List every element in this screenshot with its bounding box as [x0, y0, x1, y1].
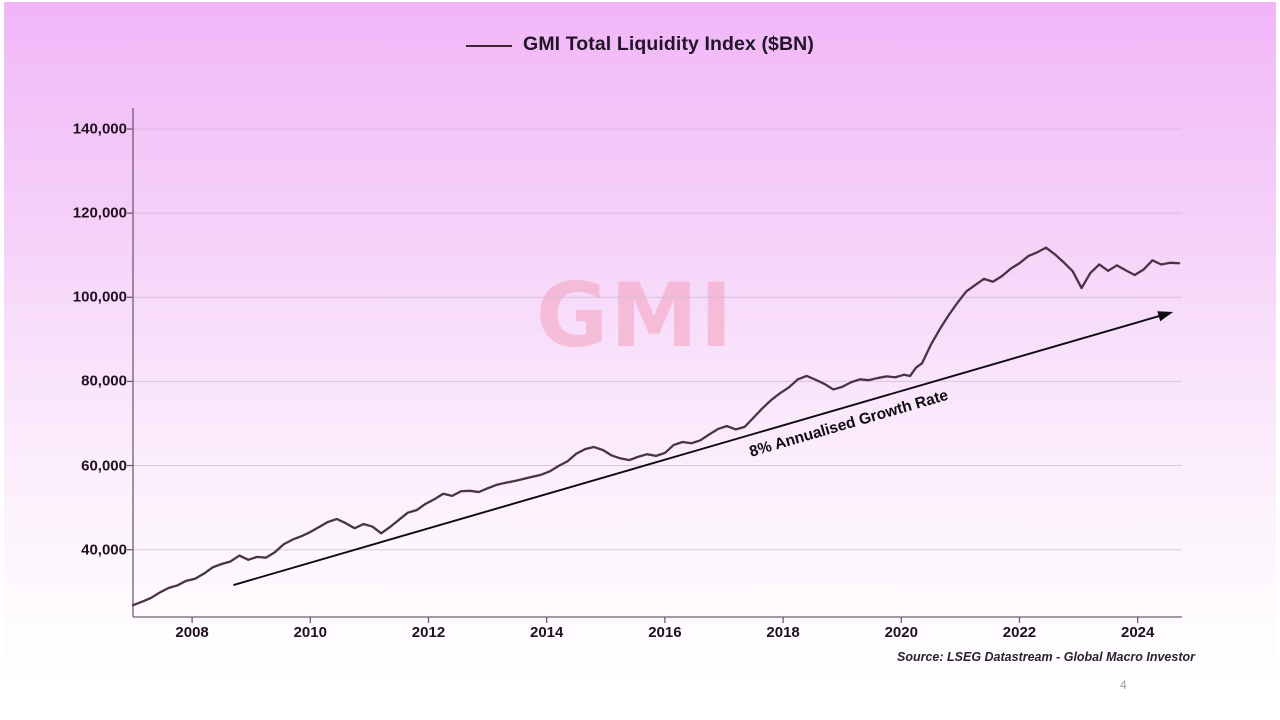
series-line	[131, 246, 1181, 607]
x-axis-tick-label: 2008	[175, 624, 209, 641]
x-axis-tick-label: 2012	[411, 624, 446, 641]
y-axis-tick-label: 100,000	[72, 288, 127, 306]
trend-arrow-line	[233, 314, 1163, 586]
x-axis-tick-label: 2014	[530, 624, 564, 641]
x-axis-tick-label: 2018	[766, 624, 800, 641]
y-axis-tick-label: 80,000	[81, 372, 127, 390]
gmi-watermark: GMI	[536, 264, 735, 367]
source-attribution: Source: LSEG Datastream - Global Macro I…	[897, 650, 1195, 664]
page-number: 4	[1120, 678, 1127, 692]
x-axis-tick-label: 2024	[1120, 624, 1155, 641]
trend-arrow	[233, 311, 1174, 586]
legend-label: GMI Total Liquidity Index ($BN)	[523, 33, 814, 55]
legend-line-swatch	[466, 44, 513, 47]
y-axis-tick-label: 60,000	[81, 457, 127, 475]
trend-arrow-head	[1157, 311, 1174, 322]
x-axis-tick-label: 2022	[1002, 624, 1037, 641]
y-axis-tick-label: 40,000	[81, 541, 127, 559]
gridlines	[133, 128, 1182, 551]
x-axis-tick-label: 2020	[884, 624, 918, 641]
x-axis-tick-label: 2016	[648, 624, 682, 641]
y-axis-tick-label: 140,000	[72, 120, 127, 138]
axis-ticks	[127, 128, 1139, 623]
y-axis-tick-label: 120,000	[72, 204, 127, 222]
x-axis-labels: 2008 2010 2012 2014 2016 2018 2020 2022 2024	[0, 624, 1280, 648]
x-axis-tick-label: 2010	[293, 624, 327, 641]
slide-footer-strip	[0, 678, 1280, 720]
axis-lines	[132, 108, 1182, 618]
y-axis-labels: 40,000 60,000 80,000 100,000 120,000 140,000	[27, 0, 127, 720]
chart-legend: GMI Total Liquidity Index ($BN)	[0, 33, 1280, 56]
